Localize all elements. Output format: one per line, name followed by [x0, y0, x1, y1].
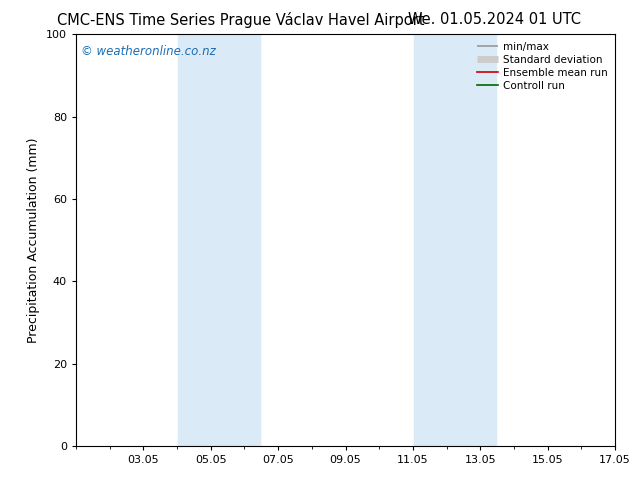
Text: CMC-ENS Time Series Prague Václav Havel Airport: CMC-ENS Time Series Prague Václav Havel …	[57, 12, 425, 28]
Text: We. 01.05.2024 01 UTC: We. 01.05.2024 01 UTC	[408, 12, 581, 27]
Legend: min/max, Standard deviation, Ensemble mean run, Controll run: min/max, Standard deviation, Ensemble me…	[473, 37, 612, 95]
Text: © weatheronline.co.nz: © weatheronline.co.nz	[81, 45, 216, 58]
Bar	[414, 34, 496, 446]
Bar	[179, 34, 260, 446]
Y-axis label: Precipitation Accumulation (mm): Precipitation Accumulation (mm)	[27, 137, 41, 343]
